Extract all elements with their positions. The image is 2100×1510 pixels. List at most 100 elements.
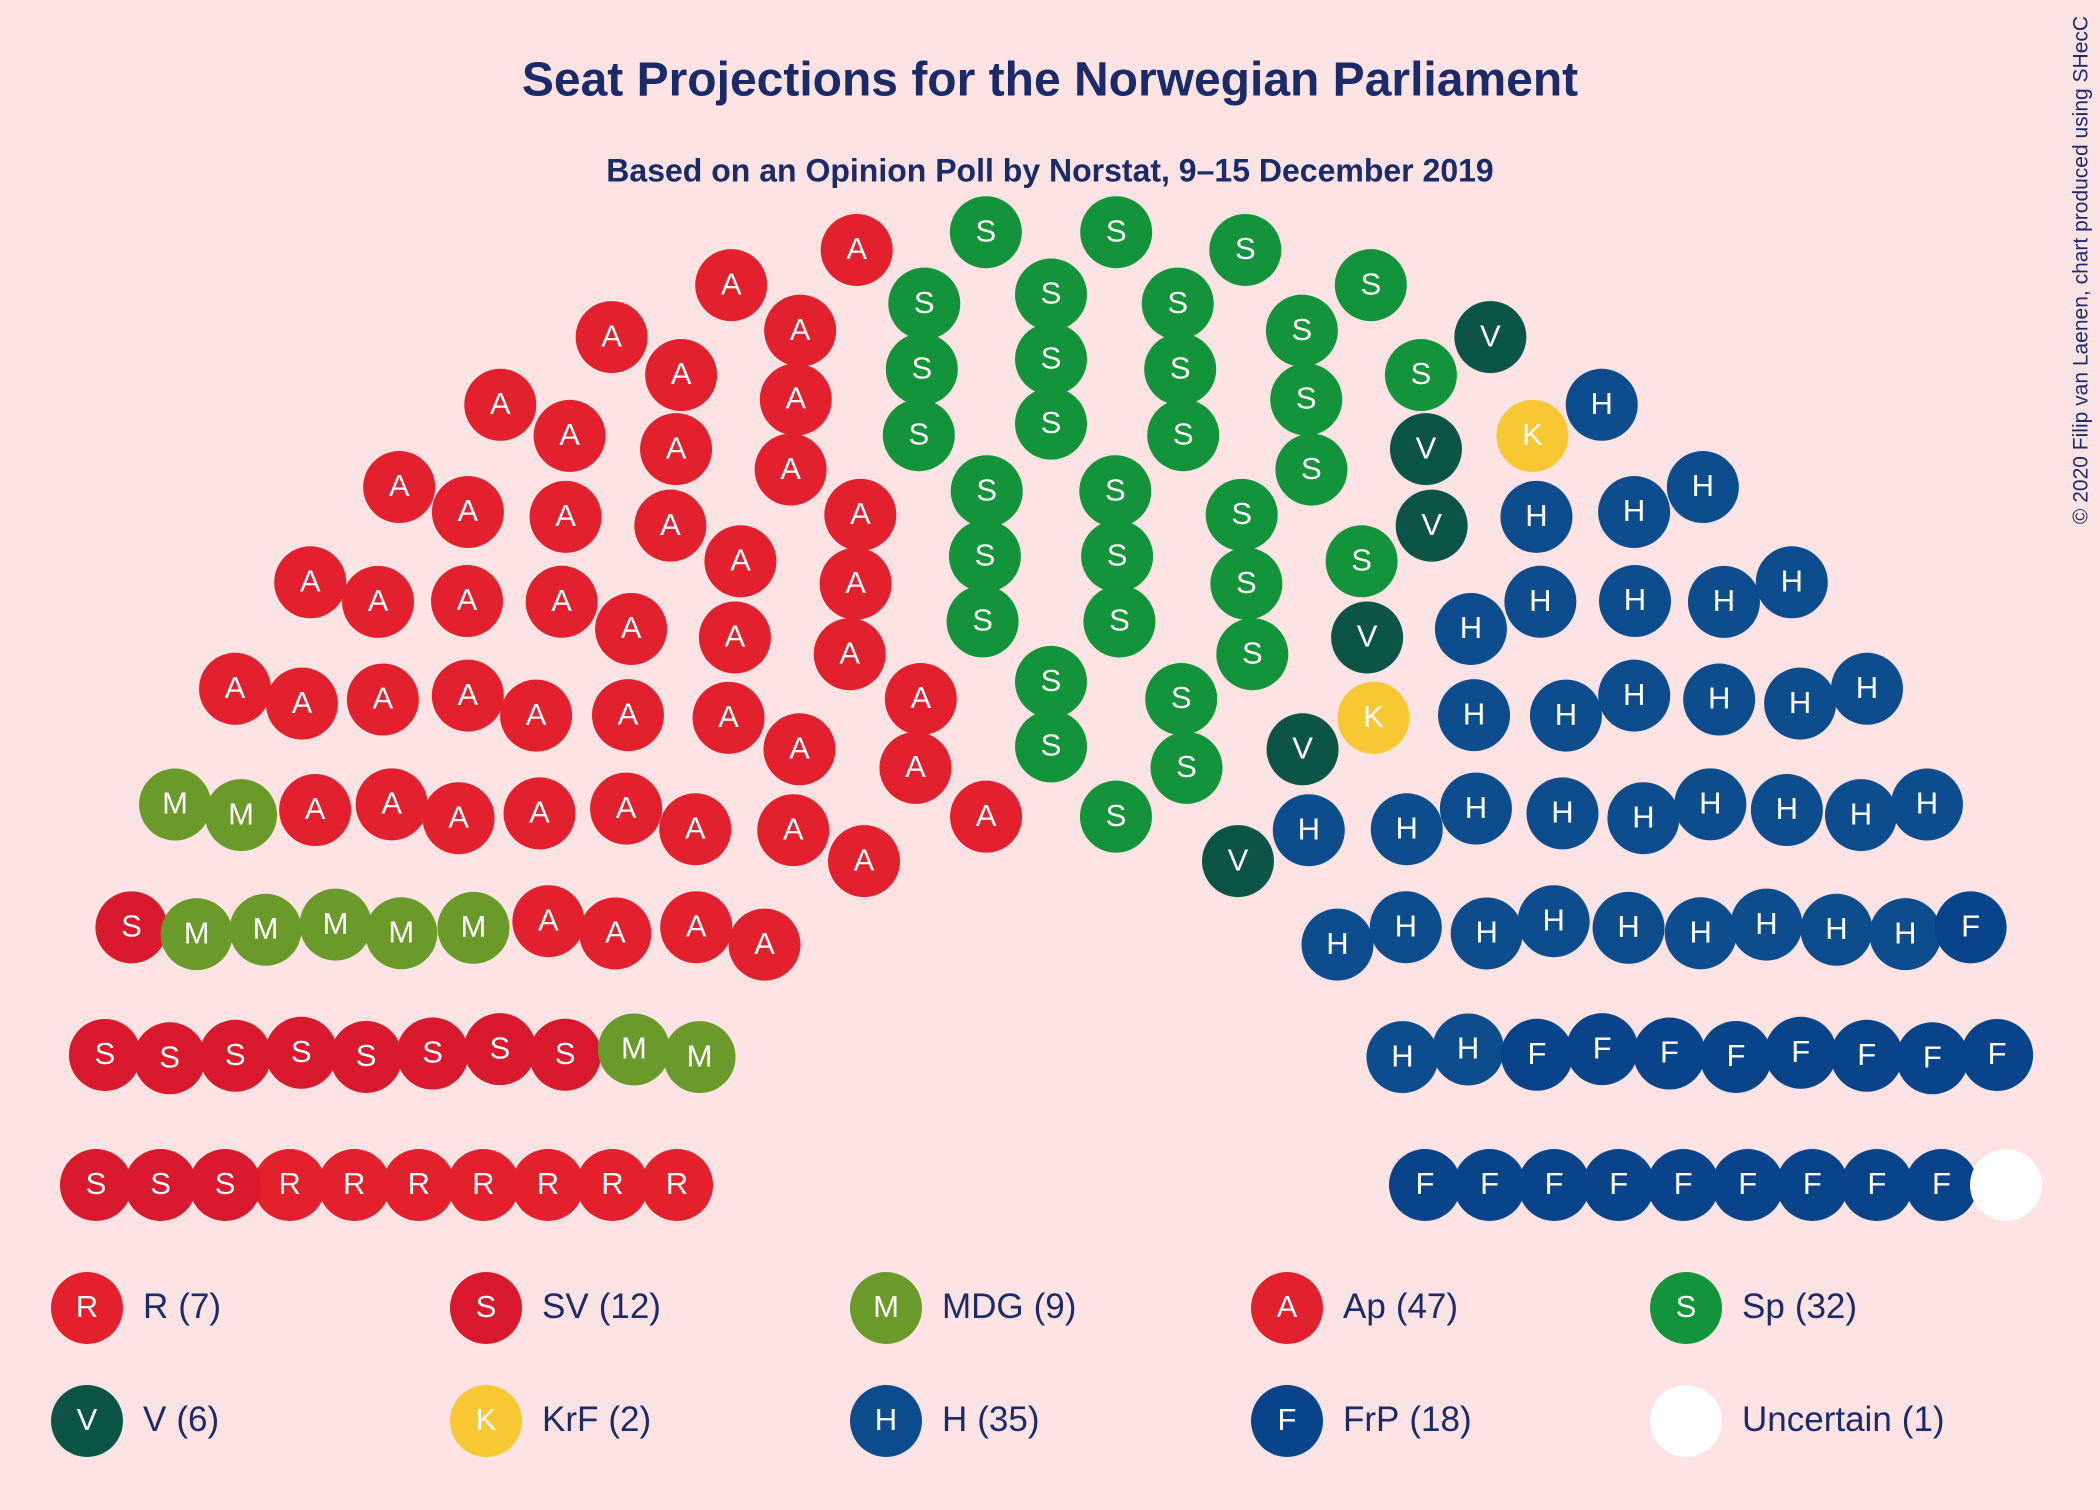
seat-letter: F [1867,1166,1886,1201]
seat [529,480,602,553]
legend-count: (18) [1409,1400,1471,1439]
seat [124,1149,197,1221]
seat [597,1013,670,1086]
seat [1526,777,1599,850]
seat-letter: H [1690,914,1712,949]
seat-letter: H [1463,696,1485,731]
legend-count: (7) [178,1287,221,1326]
seat-letter: A [555,498,576,533]
seat [1145,663,1218,736]
seat-letter: M [461,909,487,944]
seat [422,782,495,855]
seat-letter: S [225,1037,246,1072]
seat [1764,667,1837,740]
seat [698,601,771,674]
seat [754,433,827,506]
seat [763,713,836,786]
legend-label: MDG (9) [942,1287,1076,1326]
seat-letter: H [1391,1038,1413,1073]
seat [1830,652,1903,725]
seat-letter: R [343,1166,365,1201]
legend-count: (12) [599,1287,661,1326]
seat [253,1149,326,1221]
seat [1079,455,1152,528]
seat [1830,1019,1903,1092]
seat-letter: S [1171,680,1192,715]
seat-letter: A [718,699,739,734]
seat-letter: A [783,811,804,846]
seat-letter: F [1988,1036,2007,1071]
seat [512,885,585,958]
seat [1366,1021,1439,1094]
seat-letter: A [754,926,775,961]
seat [882,399,955,472]
legend-letter: S [1676,1289,1697,1324]
seat [133,1022,206,1095]
seat [1325,525,1398,598]
seat [431,476,504,549]
legend-label: Uncertain (1) [1742,1400,1945,1439]
seat [1517,885,1590,958]
seat [824,478,897,551]
seat-letter: F [1726,1038,1745,1073]
legend-letter: R [76,1289,98,1324]
seat [692,681,765,754]
seat [1905,1149,1978,1221]
seat-letter: R [408,1166,430,1201]
seat [1083,585,1156,658]
seat [199,1019,272,1092]
seat-letter: A [601,318,622,353]
seat [500,679,573,752]
seat-letter: A [457,582,478,617]
seat [1970,1149,2042,1221]
legend-label: Ap (47) [1343,1287,1458,1326]
seat [1202,825,1274,898]
legend-label: R (7) [143,1287,221,1326]
seat [1454,301,1527,374]
seat-letter: F [1416,1166,1435,1201]
seat [634,489,707,562]
seat [299,888,372,961]
seat-letter: A [616,790,637,825]
seat-letter: A [305,791,326,826]
legend-label: SV (12) [542,1287,661,1326]
seat [265,1016,338,1089]
seat [641,1149,713,1221]
seat-letter: H [1713,583,1735,618]
seat [199,652,272,725]
seat-letter: F [1932,1166,1951,1201]
seat-letter: H [1476,915,1498,950]
seat [1699,1020,1772,1093]
seat-letter: F [1593,1030,1612,1065]
seat [355,768,428,841]
seat [820,213,893,286]
seat [1150,731,1223,804]
seat [463,1013,536,1086]
seat [1144,333,1217,406]
seat-letter: A [846,231,867,266]
legend-swatch [1650,1385,1722,1457]
seat [1666,451,1739,524]
seat [363,451,436,524]
seat [1934,891,2007,964]
seat [1869,898,1942,971]
seat-letter: A [725,619,746,654]
seat-letter: R [601,1166,623,1201]
seat-letter: A [225,670,246,705]
legend-count: (47) [1396,1287,1458,1326]
seat [1598,659,1671,732]
seat-letter: A [789,730,810,765]
legend-name: H [942,1400,967,1439]
seat-letter: A [551,583,572,618]
seat [1080,196,1153,269]
seat-letter: F [1660,1035,1679,1070]
seat-letter: H [1551,795,1573,830]
legend-letter: H [875,1402,897,1437]
seat-letter: H [1776,791,1798,826]
seat-letter: S [1296,381,1317,416]
seat [819,547,892,620]
seat-letter: S [1106,798,1127,833]
seat-letter: S [1041,276,1062,311]
seat [1500,1018,1573,1091]
seat [431,659,504,732]
